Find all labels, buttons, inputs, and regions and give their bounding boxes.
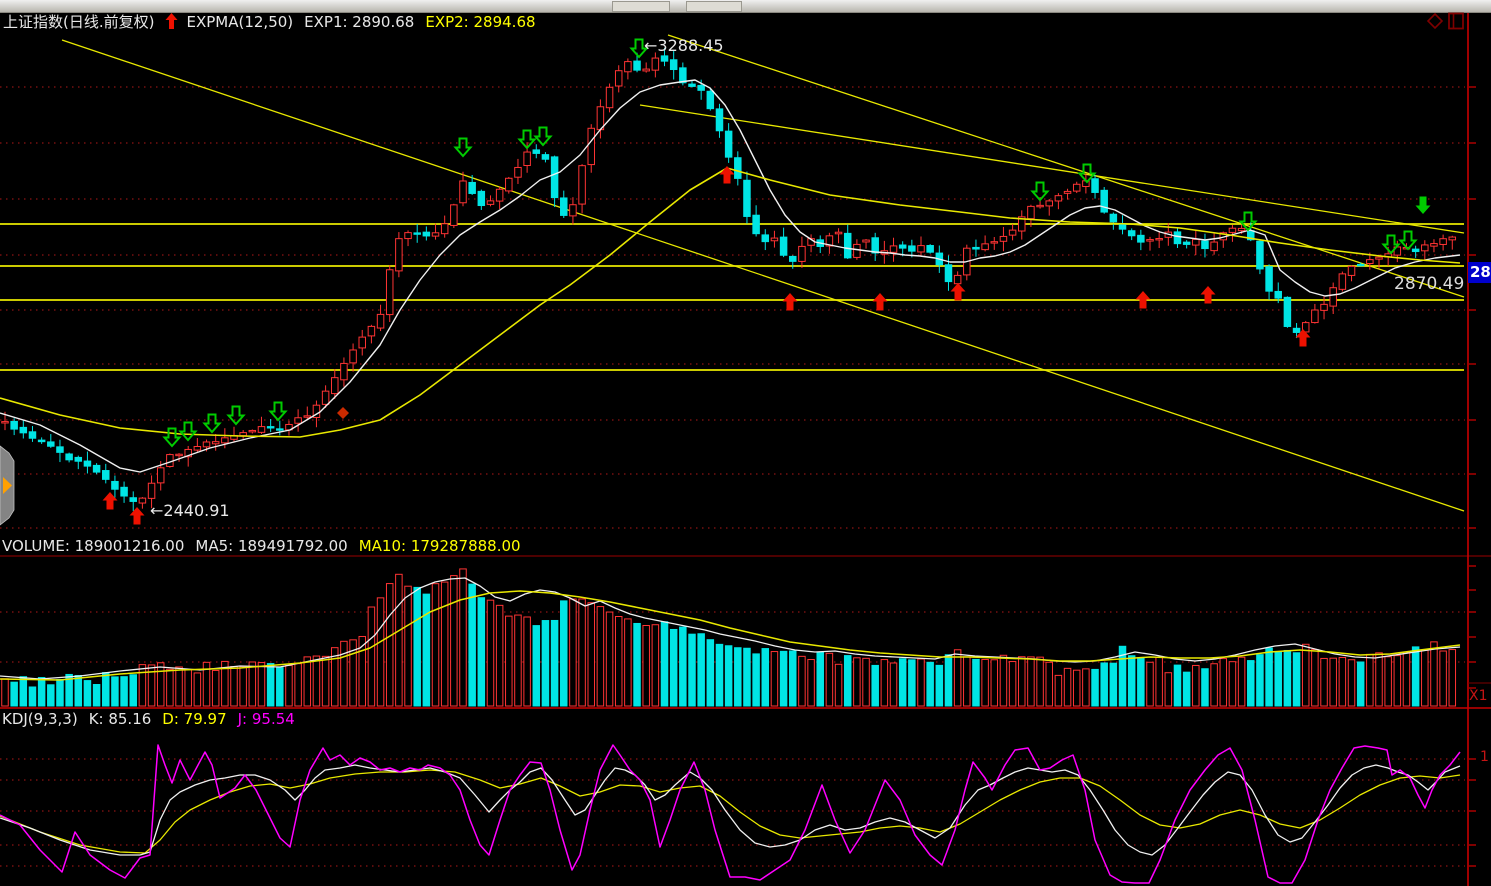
exp1-value: EXP1: 2890.68 bbox=[304, 13, 415, 31]
exp2-value: EXP2: 2894.68 bbox=[425, 13, 536, 31]
up-arrow-icon bbox=[165, 13, 178, 29]
last-price-axis-badge: 28 bbox=[1468, 262, 1491, 283]
kdj-axis-label-partial: 1 bbox=[1480, 749, 1489, 765]
titlebar-segment bbox=[612, 1, 670, 12]
volume-scale-label: X1 bbox=[1469, 688, 1488, 704]
kdj-k-value: K: 85.16 bbox=[88, 710, 152, 728]
chart-title: 上证指数(日线.前复权) bbox=[3, 13, 155, 31]
kdj-name: KDJ(9,3,3) bbox=[2, 710, 78, 728]
kdj-j-value: J: 95.54 bbox=[237, 710, 295, 728]
expand-arrow-icon[interactable] bbox=[3, 477, 12, 494]
low-price-label: ←2440.91 bbox=[150, 501, 230, 520]
volume-ma10-value: MA10: 179287888.00 bbox=[358, 537, 521, 555]
window-icon[interactable] bbox=[1447, 12, 1465, 30]
kdj-d-value: D: 79.97 bbox=[162, 710, 227, 728]
volume-value: VOLUME: 189001216.00 bbox=[2, 537, 185, 555]
titlebar-segment bbox=[686, 1, 742, 12]
volume-ma5-value: MA5: 189491792.00 bbox=[195, 537, 348, 555]
kdj-header: KDJ(9,3,3) K: 85.16 D: 79.97 J: 95.54 bbox=[2, 711, 306, 728]
high-price-label: ←3288.45 bbox=[644, 36, 724, 55]
diamond-icon[interactable] bbox=[1426, 12, 1444, 30]
window-titlebar[interactable] bbox=[0, 0, 1491, 13]
main-chart-header: 上证指数(日线.前复权) EXPMA(12,50) EXP1: 2890.68 EXP… bbox=[3, 13, 547, 31]
volume-header: VOLUME: 189001216.00 MA5: 189491792.00 MA1… bbox=[2, 538, 532, 555]
last-price-label: 2870.49 bbox=[1394, 274, 1465, 294]
indicator-label: EXPMA(12,50) bbox=[186, 13, 294, 31]
